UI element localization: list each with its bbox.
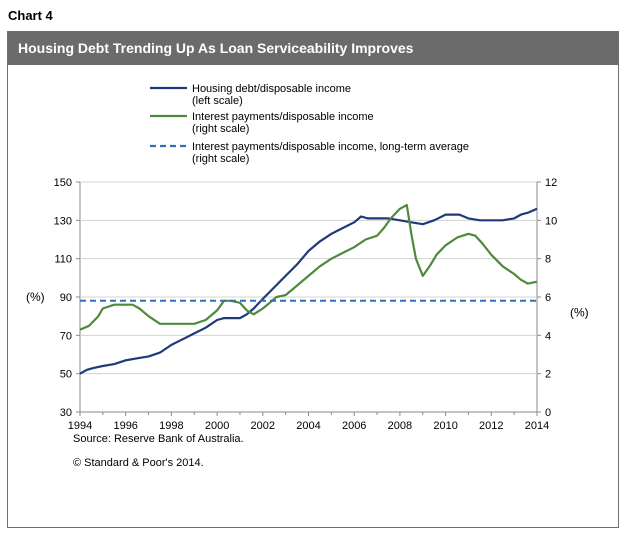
y-left-tick-label: 50 xyxy=(60,369,72,381)
y-left-axis-label: (%) xyxy=(26,290,45,304)
interest-payments-line xyxy=(79,203,538,331)
x-tick-label: 2004 xyxy=(296,420,320,432)
y-right-tick-label: 4 xyxy=(545,330,551,342)
x-tick-label: 1994 xyxy=(68,420,92,432)
y-left-tick-label: 150 xyxy=(54,177,72,189)
y-left-tick-label: 30 xyxy=(60,407,72,419)
y-left-tick-label: 110 xyxy=(54,254,72,266)
y-right-tick-label: 0 xyxy=(545,407,551,419)
y-right-axis-label: (%) xyxy=(570,305,589,319)
y-right-tick-label: 8 xyxy=(545,254,551,266)
chart-panel: Housing Debt Trending Up As Loan Service… xyxy=(7,31,619,528)
copyright-note: © Standard & Poor's 2014. xyxy=(73,457,204,469)
legend-interest-payments-scale: (right scale) xyxy=(192,123,249,135)
y-right-tick-label: 6 xyxy=(545,292,551,304)
legend-long-term-average-label: Interest payments/disposable income, lon… xyxy=(192,141,469,153)
legend-long-term-average-scale: (right scale) xyxy=(192,153,249,165)
legend-housing-debt-label: Housing debt/disposable income xyxy=(192,83,351,95)
x-tick-label: 2014 xyxy=(525,420,549,432)
x-tick-label: 1998 xyxy=(159,420,183,432)
y-left-tick-label: 90 xyxy=(60,292,72,304)
source-note: Source: Reserve Bank of Australia. xyxy=(73,433,244,445)
housing-debt-line xyxy=(79,207,538,375)
y-right-tick-label: 2 xyxy=(545,369,551,381)
y-left-tick-label: 130 xyxy=(54,215,72,227)
legend-housing-debt-scale: (left scale) xyxy=(192,95,243,107)
y-left-tick-label: 70 xyxy=(60,330,72,342)
x-tick-label: 2010 xyxy=(433,420,457,432)
chart-title: Housing Debt Trending Up As Loan Service… xyxy=(8,32,618,65)
x-tick-label: 2006 xyxy=(342,420,366,432)
y-right-tick-label: 10 xyxy=(545,215,557,227)
x-tick-label: 2012 xyxy=(479,420,503,432)
x-tick-label: 2008 xyxy=(388,420,412,432)
x-tick-label: 2000 xyxy=(205,420,229,432)
legend-interest-payments-label: Interest payments/disposable income xyxy=(192,111,374,123)
x-tick-label: 1996 xyxy=(113,420,137,432)
y-right-tick-label: 12 xyxy=(545,177,557,189)
x-tick-label: 2002 xyxy=(251,420,275,432)
chart-number-label: Chart 4 xyxy=(8,8,53,23)
